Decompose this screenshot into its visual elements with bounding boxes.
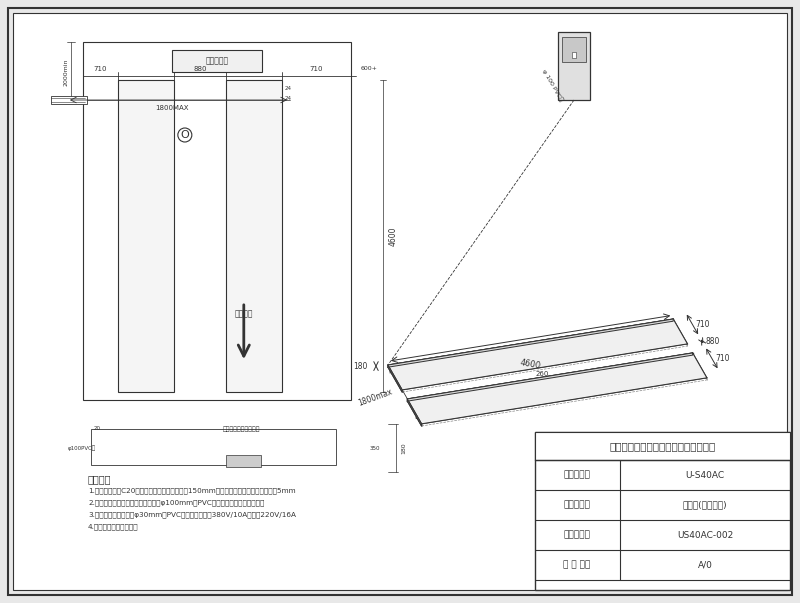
Text: 260: 260 bbox=[535, 371, 549, 377]
Text: 产品型号：: 产品型号： bbox=[563, 470, 590, 479]
Bar bbox=[226, 80, 282, 392]
Text: 24: 24 bbox=[285, 86, 292, 90]
Bar bbox=[63, 424, 388, 472]
Polygon shape bbox=[407, 353, 707, 424]
Text: 名　　称：: 名 称： bbox=[563, 500, 590, 510]
Text: 1800MAX: 1800MAX bbox=[154, 105, 188, 111]
Text: 710: 710 bbox=[94, 66, 107, 72]
Bar bbox=[562, 37, 586, 62]
Text: O: O bbox=[181, 130, 190, 140]
Text: A/0: A/0 bbox=[698, 561, 713, 569]
Text: 180: 180 bbox=[354, 362, 368, 371]
Bar bbox=[351, 22, 371, 420]
Text: 地基图(地坑安装): 地基图(地坑安装) bbox=[682, 500, 727, 510]
Text: 1.混凝土等级为C20及以上，坑底混凝土厅度为150mm以上，两地坑内水平误差不大于5mm: 1.混凝土等级为C20及以上，坑底混凝土厅度为150mm以上，两地坑内水平误差不… bbox=[88, 487, 296, 494]
Text: 4600: 4600 bbox=[389, 226, 398, 246]
Text: 3.电源线和气源线预埋φ30mm的PVC管，电源三相为380V/10A或单相220V/16A: 3.电源线和气源线预埋φ30mm的PVC管，电源三相为380V/10A或单相22… bbox=[88, 511, 296, 517]
Text: 上海巴兰仓汽车检测设备股份有限公司: 上海巴兰仓汽车检测设备股份有限公司 bbox=[610, 441, 716, 451]
Bar bbox=[63, 22, 83, 420]
Text: 进车方向: 进车方向 bbox=[234, 309, 253, 318]
Text: 图　　号：: 图 号： bbox=[563, 531, 590, 540]
Polygon shape bbox=[388, 319, 674, 367]
Polygon shape bbox=[388, 319, 687, 390]
Bar bbox=[226, 455, 261, 467]
Bar bbox=[91, 429, 336, 465]
Polygon shape bbox=[407, 399, 422, 426]
Text: 1800max: 1800max bbox=[357, 387, 393, 408]
Text: 600+: 600+ bbox=[361, 66, 378, 72]
Bar bbox=[558, 32, 590, 100]
Text: 4600: 4600 bbox=[519, 358, 542, 371]
Text: 2000min: 2000min bbox=[63, 58, 69, 86]
Text: 880: 880 bbox=[194, 66, 206, 72]
Bar bbox=[51, 96, 87, 104]
Bar bbox=[63, 22, 371, 42]
Text: 2.预埋控制台至地坑和两地坑间预埋φ100mm的PVC管用于穿油管、气管、电线: 2.预埋控制台至地坑和两地坑间预埋φ100mm的PVC管用于穿油管、气管、电线 bbox=[88, 499, 264, 505]
Bar bbox=[535, 432, 790, 460]
Bar bbox=[572, 52, 576, 58]
Text: 基础要求: 基础要求 bbox=[88, 474, 111, 484]
Text: 350: 350 bbox=[370, 446, 380, 450]
Text: US40AC-002: US40AC-002 bbox=[677, 531, 733, 540]
Text: 710: 710 bbox=[715, 354, 730, 363]
Text: U-S40AC: U-S40AC bbox=[686, 470, 725, 479]
Polygon shape bbox=[407, 353, 693, 401]
Bar bbox=[118, 80, 174, 392]
Bar bbox=[172, 50, 262, 72]
Bar bbox=[535, 432, 790, 590]
Text: 地基层（锛度混凝土）: 地基层（锛度混凝土） bbox=[223, 426, 261, 432]
Text: 880: 880 bbox=[705, 337, 719, 346]
Text: 710: 710 bbox=[695, 320, 710, 329]
Text: 710: 710 bbox=[310, 66, 323, 72]
Text: 4.电控算位置可左右互换: 4.电控算位置可左右互换 bbox=[88, 523, 138, 529]
Text: φ 100 PVC管: φ 100 PVC管 bbox=[541, 68, 563, 102]
Text: φ100PVC管: φ100PVC管 bbox=[68, 445, 96, 451]
Bar bbox=[83, 42, 351, 400]
Text: 24: 24 bbox=[285, 95, 292, 101]
Text: 版 本 号：: 版 本 号： bbox=[563, 561, 590, 569]
Text: 20: 20 bbox=[94, 426, 101, 432]
Text: 控制变位仪: 控制变位仪 bbox=[206, 57, 229, 66]
Text: 180: 180 bbox=[402, 442, 406, 454]
Bar bbox=[63, 400, 371, 420]
Polygon shape bbox=[388, 365, 402, 392]
